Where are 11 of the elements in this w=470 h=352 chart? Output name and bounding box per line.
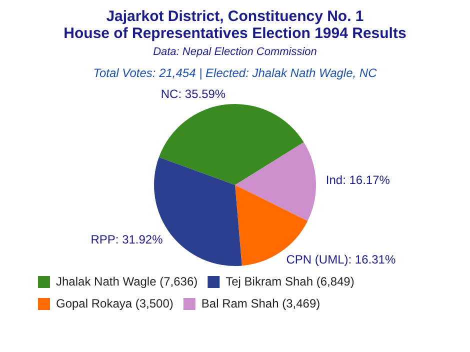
data-label: CPN (UML): 16.31% bbox=[286, 252, 396, 266]
data-label: NC: 35.59% bbox=[160, 86, 226, 101]
legend-label: Bal Ram Shah (3,469) bbox=[201, 296, 320, 310]
data-label: RPP: 31.92% bbox=[90, 232, 164, 247]
chart-title: Jajarkot District, Constituency No. 1 House of Representatives Election 1994 Results bbox=[62, 8, 408, 42]
legend-label: Tej Bikram Shah (6,849) bbox=[226, 274, 354, 288]
legend-label: Gopal Rokaya (3,500) bbox=[56, 296, 174, 310]
legend-label: Jhalak Nath Wagle (7,636) bbox=[56, 274, 198, 288]
data-label: Ind: 16.17% bbox=[326, 172, 390, 187]
text: Total Votes: 21,454 | Elected: Jhalak Nath Wagle, NC bbox=[92, 66, 378, 80]
chart-subtitle: Data: Nepal Election Commission bbox=[152, 46, 318, 58]
